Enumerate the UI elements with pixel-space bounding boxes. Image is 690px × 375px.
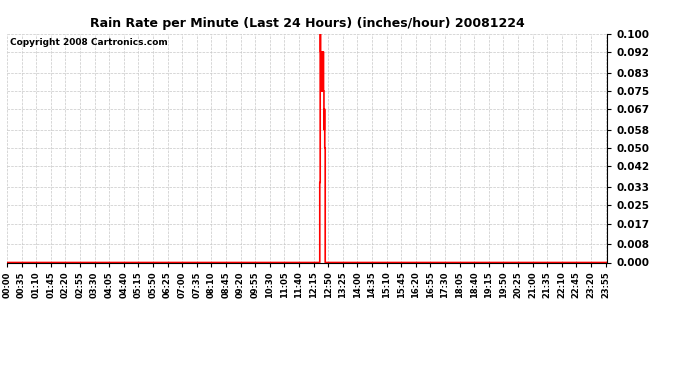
Title: Rain Rate per Minute (Last 24 Hours) (inches/hour) 20081224: Rain Rate per Minute (Last 24 Hours) (in… — [90, 17, 524, 30]
Text: Copyright 2008 Cartronics.com: Copyright 2008 Cartronics.com — [10, 38, 168, 47]
